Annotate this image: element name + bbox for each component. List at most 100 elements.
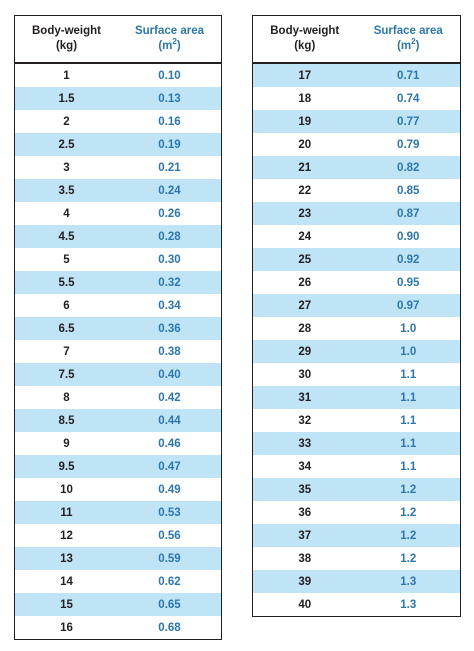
table-header: Body-weight (kg) Surface area (m2) [15, 16, 221, 64]
surface-area-cell: 1.3 [400, 575, 417, 588]
body-weight-cell: 30 [298, 368, 312, 381]
table-row: 28 1.0 [253, 317, 460, 340]
table-row: 26 0.95 [253, 271, 460, 294]
body-weight-cell: 25 [298, 253, 312, 266]
table-header: Body-weight (kg) Surface area (m2) [253, 16, 460, 64]
body-weight-header-title: Body-weight [32, 25, 101, 37]
table-row: 3 0.21 [15, 156, 221, 179]
table-body: 1 0.10 1.5 0.13 2 0.16 2.5 0.19 3 0.21 3.5 0.24 4 0.2… [15, 64, 221, 639]
body-weight-cell: 40 [298, 598, 312, 611]
table-row: 15 0.65 [15, 593, 221, 616]
body-weight-cell: 7 [63, 345, 70, 358]
table-row: 31 1.1 [253, 386, 460, 409]
surface-area-cell: 0.36 [158, 322, 181, 335]
body-weight-cell: 12 [60, 529, 73, 542]
surface-area-cell: 0.53 [158, 506, 181, 519]
table-row: 7.5 0.40 [15, 363, 221, 386]
table-row: 6.5 0.36 [15, 317, 221, 340]
table-row: 23 0.87 [253, 202, 460, 225]
surface-area-cell: 1.2 [400, 552, 417, 565]
body-weight-cell: 26 [298, 276, 312, 289]
table-row: 10 0.49 [15, 478, 221, 501]
surface-area-cell: 0.90 [397, 230, 420, 243]
body-weight-cell: 1 [63, 69, 70, 82]
body-weight-cell: 2.5 [58, 138, 75, 151]
body-weight-cell: 22 [298, 184, 312, 197]
surface-area-header: Surface area (m2) [118, 16, 221, 62]
body-weight-cell: 19 [298, 115, 312, 128]
table-row: 29 1.0 [253, 340, 460, 363]
table-row: 25 0.92 [253, 248, 460, 271]
body-weight-cell: 17 [298, 69, 312, 82]
table-row: 3.5 0.24 [15, 179, 221, 202]
surface-area-cell: 0.87 [397, 207, 420, 220]
body-weight-cell: 3.5 [58, 184, 75, 197]
table-body: 17 0.71 18 0.74 19 0.77 20 0.79 21 0.82 22 0.85 23 0.… [253, 64, 460, 616]
table-row: 8.5 0.44 [15, 409, 221, 432]
body-weight-cell: 29 [298, 345, 312, 358]
surface-area-cell: 0.42 [158, 391, 181, 404]
surface-area-cell: 1.1 [400, 368, 417, 381]
surface-area-cell: 0.34 [158, 299, 181, 312]
surface-area-cell: 0.56 [158, 529, 181, 542]
body-weight-cell: 24 [298, 230, 312, 243]
body-weight-header-unit: (kg) [55, 40, 78, 52]
surface-area-cell: 0.16 [158, 115, 181, 128]
surface-area-cell: 0.68 [158, 621, 181, 634]
table-row: 12 0.56 [15, 524, 221, 547]
table-row: 8 0.42 [15, 386, 221, 409]
surface-area-cell: 0.24 [158, 184, 181, 197]
table-row: 1 0.10 [15, 64, 221, 87]
body-weight-cell: 14 [60, 575, 73, 588]
surface-area-cell: 0.10 [158, 69, 181, 82]
body-weight-cell: 1.5 [58, 92, 75, 105]
surface-area-cell: 0.30 [158, 253, 181, 266]
table-row: 19 0.77 [253, 110, 460, 133]
surface-area-cell: 0.59 [158, 552, 181, 565]
surface-area-cell: 1.1 [400, 414, 417, 427]
body-weight-cell: 2 [63, 115, 70, 128]
surface-area-cell: 0.21 [158, 161, 181, 174]
surface-area-cell: 1.3 [400, 598, 417, 611]
surface-area-cell: 0.47 [158, 460, 181, 473]
body-weight-cell: 13 [60, 552, 73, 565]
surface-area-cell: 1.1 [400, 437, 417, 450]
surface-area-cell: 0.92 [397, 253, 420, 266]
table-row: 11 0.53 [15, 501, 221, 524]
table-row: 9 0.46 [15, 432, 221, 455]
surface-area-cell: 0.46 [158, 437, 181, 450]
body-weight-cell: 28 [298, 322, 312, 335]
table-row: 27 0.97 [253, 294, 460, 317]
unit-exponent: 2 [411, 37, 416, 47]
body-weight-cell: 34 [298, 460, 312, 473]
surface-area-cell: 0.49 [158, 483, 181, 496]
surface-area-header-unit: (m2) [158, 38, 180, 54]
surface-area-cell: 1.0 [400, 345, 417, 358]
table-row: 7 0.38 [15, 340, 221, 363]
body-weight-cell: 4 [63, 207, 70, 220]
surface-area-cell: 1.2 [400, 529, 417, 542]
body-weight-cell: 32 [298, 414, 312, 427]
body-weight-cell: 39 [298, 575, 312, 588]
body-weight-cell: 5.5 [58, 276, 75, 289]
body-weight-cell: 36 [298, 506, 312, 519]
table-row: 22 0.85 [253, 179, 460, 202]
surface-area-cell: 0.28 [158, 230, 181, 243]
table-row: 18 0.74 [253, 87, 460, 110]
body-weight-cell: 5 [63, 253, 70, 266]
table-row: 6 0.34 [15, 294, 221, 317]
surface-area-cell: 0.62 [158, 575, 181, 588]
table-row: 37 1.2 [253, 524, 460, 547]
table-row: 16 0.68 [15, 616, 221, 639]
surface-area-cell: 0.82 [397, 161, 420, 174]
body-weight-cell: 8.5 [58, 414, 75, 427]
table-row: 4 0.26 [15, 202, 221, 225]
body-weight-cell: 21 [298, 161, 312, 174]
table-row: 32 1.1 [253, 409, 460, 432]
surface-area-cell: 1.2 [400, 483, 417, 496]
table-row: 13 0.59 [15, 547, 221, 570]
table-row: 1.5 0.13 [15, 87, 221, 110]
surface-area-cell: 0.38 [158, 345, 181, 358]
table-row: 5.5 0.32 [15, 271, 221, 294]
unit-prefix: (m [397, 40, 412, 52]
